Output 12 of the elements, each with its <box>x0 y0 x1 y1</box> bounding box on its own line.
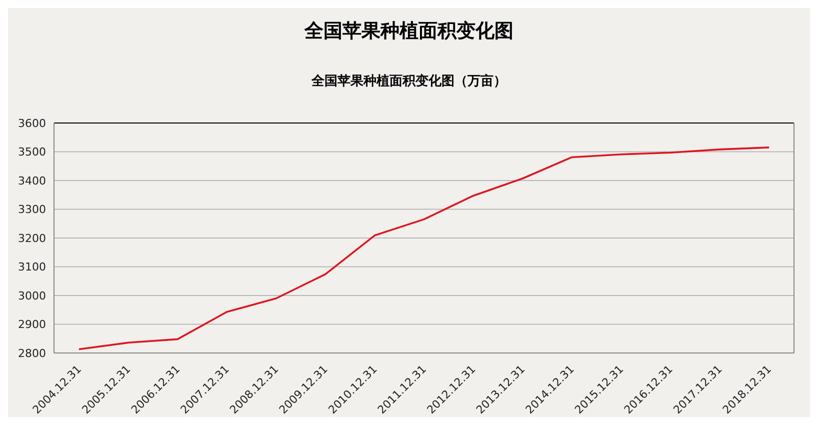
y-tick-label: 3400 <box>18 174 46 188</box>
chart-title: 全国苹果种植面积变化图 <box>303 19 514 44</box>
y-tick-label: 3500 <box>18 146 46 159</box>
y-tick-label: 2900 <box>18 318 46 332</box>
y-tick-label: 2800 <box>18 346 46 360</box>
y-tick-label: 3200 <box>18 232 46 245</box>
line-series <box>78 146 770 350</box>
y-tick-label: 3000 <box>18 289 46 302</box>
chart-subtitle: 全国苹果种植面积变化图（万亩） <box>310 72 508 90</box>
y-tick-label: 3100 <box>18 260 46 274</box>
y-tick-label: 3600 <box>18 116 46 130</box>
y-tick-label: 3300 <box>18 203 46 216</box>
